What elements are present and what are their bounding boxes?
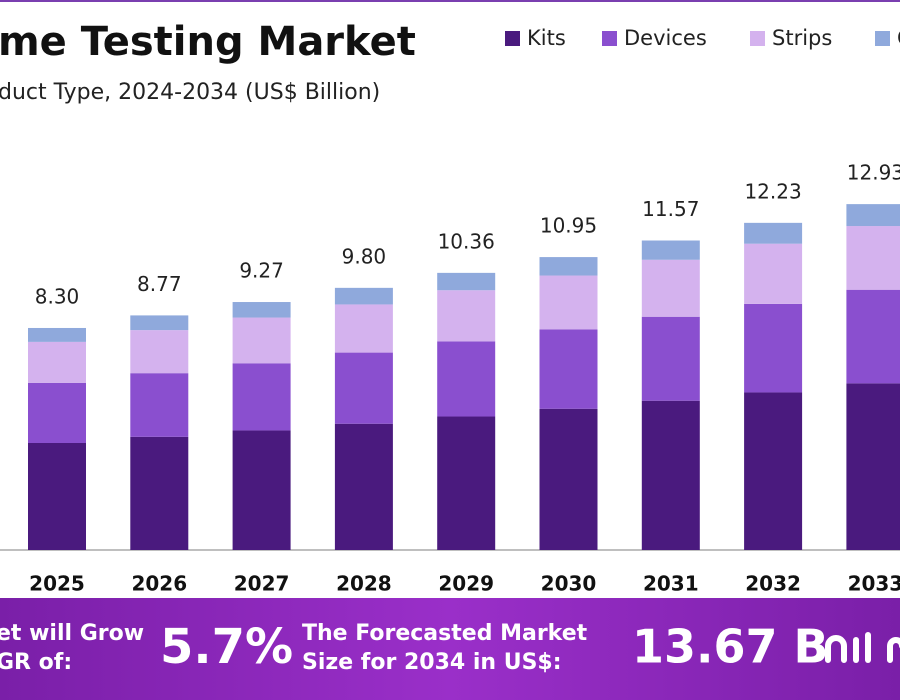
banner-text: et will Grow [0,621,144,646]
bar-segment [539,408,598,550]
x-tick-label: 2026 [131,572,187,596]
bar-segment [232,363,291,431]
legend-swatch [602,31,617,46]
bar-segment [437,272,496,291]
total-label: 8.77 [137,272,182,296]
banner-text: Size for 2034 in US$: [302,650,562,675]
bar-segment [232,317,291,364]
total-label: 12.23 [744,179,801,203]
bar-segment [130,436,189,550]
legend-label: Strips [772,26,832,50]
bar-segment [437,416,496,550]
total-label: 9.80 [342,244,387,268]
total-label: 9.27 [239,259,284,283]
bar-segment [744,222,803,244]
bar-segment [641,400,700,550]
total-label: 11.57 [642,197,699,221]
bar-segment [334,287,393,305]
banner-text: The Forecasted Market [302,621,588,646]
bar-segment [846,204,900,227]
bar-segment [539,275,598,330]
banner [0,598,900,700]
total-label: 8.30 [35,284,80,308]
forecast-value: 13.67 B [632,620,829,674]
bar-segment [28,341,86,383]
legend-swatch [750,31,765,46]
bar-segment [846,289,900,384]
bar-segment [334,304,393,353]
bar-segment [130,373,189,437]
bar-segment [641,259,700,317]
x-tick-label: 2029 [438,572,494,596]
legend-label: Devices [624,26,707,50]
total-label: 12.93 [847,161,900,185]
x-tick-label: 2028 [336,572,392,596]
total-label: 10.36 [438,229,495,253]
logo [825,632,900,663]
bar-segment [846,383,900,550]
x-tick-label: 2030 [541,572,597,596]
bar-segment [28,327,86,342]
bar-segment [641,316,700,401]
x-tick-label: 2032 [745,572,801,596]
x-tick-label: 2025 [29,572,85,596]
legend-label: C [897,26,900,50]
bar-segment [744,392,803,550]
banner-text: GR of: [0,650,72,675]
x-tick-label: 2027 [234,572,290,596]
bar-segment [744,243,803,304]
bar-segment [437,341,496,417]
chart-subtitle: duct Type, 2024-2034 (US$ Billion) [0,80,380,105]
bar-segment [130,315,189,331]
x-tick-label: 2033 [848,572,900,596]
bar-segment [334,352,393,424]
legend-swatch [505,31,520,46]
bar-segment [28,443,86,550]
bar-segment [437,290,496,342]
bar-segment [539,257,598,276]
bar-segment [232,430,291,550]
bar-segment [334,423,393,550]
legend-swatch [875,31,890,46]
chart-title: me Testing Market [0,19,416,65]
bar-segment [744,303,803,393]
total-label: 10.95 [540,214,597,238]
bar-segment [846,226,900,290]
bar-segment [130,330,189,374]
bar-segment [641,240,700,260]
bar-segment [232,302,291,318]
cagr-value: 5.7% [160,619,293,675]
bar-segment [28,382,86,443]
legend-label: Kits [527,26,566,50]
bar-segment [539,329,598,409]
x-tick-label: 2031 [643,572,699,596]
